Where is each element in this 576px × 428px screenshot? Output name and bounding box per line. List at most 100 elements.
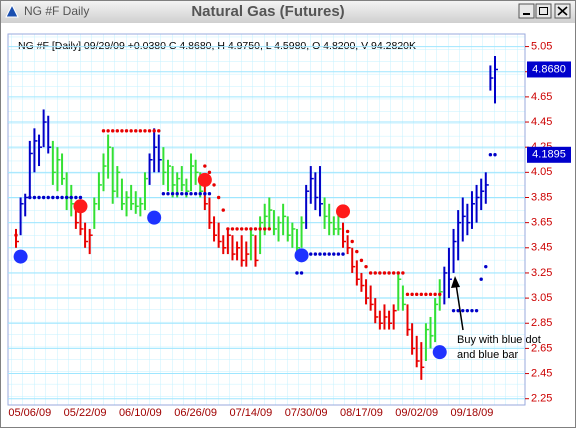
stop-dot: [461, 308, 465, 313]
stop-dot: [37, 195, 41, 200]
stop-dot: [203, 192, 207, 196]
stop-dot: [184, 192, 189, 196]
stop-dot: [405, 292, 410, 297]
stop-dot: [433, 292, 437, 297]
stop-dot: [258, 227, 262, 231]
stop-dot: [180, 192, 184, 196]
stop-dot: [147, 129, 152, 133]
stop-dot: [212, 183, 216, 187]
y-tick-label: 2.25: [531, 393, 552, 405]
signal-dot: [73, 199, 88, 214]
stop-dot: [336, 252, 341, 256]
y-tick-label: 3.05: [531, 292, 552, 304]
x-tick-label: 08/17/09: [340, 407, 383, 419]
maximize-button[interactable]: [535, 3, 552, 19]
y-tick-label: 2.85: [531, 317, 552, 329]
stop-dot: [318, 252, 322, 256]
stop-dot: [244, 227, 248, 231]
stop-dot: [488, 153, 493, 157]
stop-dot: [207, 170, 212, 175]
stop-dot: [166, 192, 170, 196]
stop-dot: [415, 292, 419, 297]
stop-dot: [106, 129, 110, 133]
annotation-arrowhead: [451, 276, 460, 288]
stop-dot: [332, 252, 336, 256]
stop-dot: [134, 129, 138, 133]
stop-dot: [327, 252, 331, 256]
stop-dot: [32, 195, 37, 200]
x-tick-label: 09/02/09: [395, 407, 438, 419]
stop-dot: [46, 195, 50, 200]
app-icon: [5, 3, 19, 18]
stop-dot: [74, 195, 78, 200]
stop-dot: [309, 252, 313, 256]
stop-dot: [235, 227, 239, 231]
stop-dot: [345, 229, 350, 234]
chart-title: Natural Gas (Futures): [191, 3, 344, 20]
stop-dot: [387, 271, 391, 275]
stop-dot: [456, 308, 460, 313]
stop-dot: [391, 271, 396, 275]
stop-dot: [143, 129, 147, 133]
stop-dot: [249, 227, 253, 231]
stop-dot: [124, 129, 129, 133]
stop-dot: [239, 227, 244, 231]
y-tick-label: 5.05: [531, 40, 552, 52]
y-tick-label: 4.65: [531, 91, 552, 103]
stop-dot: [299, 271, 304, 275]
window-title: NG #F Daily: [24, 4, 89, 18]
stop-dot: [69, 195, 73, 200]
stop-dot: [359, 258, 364, 263]
stop-dot: [373, 271, 377, 275]
annotation-arrow: [455, 283, 464, 331]
stop-dot: [111, 129, 115, 133]
stop-dot: [14, 233, 18, 237]
stop-dot: [129, 129, 133, 133]
signal-dot: [147, 210, 162, 225]
stop-dot: [170, 192, 175, 196]
stop-dot: [465, 308, 470, 313]
stop-dot: [419, 292, 424, 297]
signal-dot: [336, 204, 351, 219]
stop-dot: [189, 192, 193, 196]
stop-dot: [198, 192, 202, 196]
y-tick-label: 3.65: [531, 217, 552, 229]
stop-dot: [138, 129, 143, 133]
stop-dot: [41, 195, 46, 200]
stop-dot: [470, 308, 474, 313]
minimize-button[interactable]: [518, 3, 535, 19]
stop-dot: [152, 129, 156, 133]
stop-dot: [64, 195, 69, 200]
stop-dot: [253, 227, 258, 231]
y-tick-label: 4.45: [531, 116, 552, 128]
info-line: NG #F [Daily] 09/29/09 +0.0380 C 4.8680,…: [18, 40, 416, 52]
stop-dot: [28, 195, 32, 200]
stop-dot: [313, 252, 318, 256]
stop-dot: [175, 192, 179, 196]
title-bar: [1, 1, 575, 23]
stop-dot: [60, 195, 64, 200]
stop-dot: [207, 192, 212, 196]
stop-dot: [341, 252, 345, 256]
maximize-glyph: [539, 7, 548, 15]
stop-dot: [438, 292, 442, 297]
stop-dot: [322, 252, 327, 256]
stop-dot: [484, 264, 488, 269]
stop-dot: [263, 227, 267, 231]
x-tick-label: 05/22/09: [64, 407, 107, 419]
window-buttons[interactable]: [518, 3, 571, 19]
stop-dot: [51, 195, 55, 200]
price-label-box: [527, 146, 571, 163]
stop-dot: [401, 271, 405, 275]
stop-dot: [193, 192, 198, 196]
y-tick-label: 2.65: [531, 342, 552, 354]
stop-dot: [230, 227, 235, 231]
y-tick-label: 3.85: [531, 191, 552, 203]
stop-dot: [451, 308, 456, 313]
stop-dot: [221, 208, 225, 212]
stop-dot: [410, 292, 414, 297]
stop-dot: [115, 129, 120, 133]
stop-dot: [396, 271, 400, 275]
x-tick-label: 05/06/09: [8, 407, 51, 419]
